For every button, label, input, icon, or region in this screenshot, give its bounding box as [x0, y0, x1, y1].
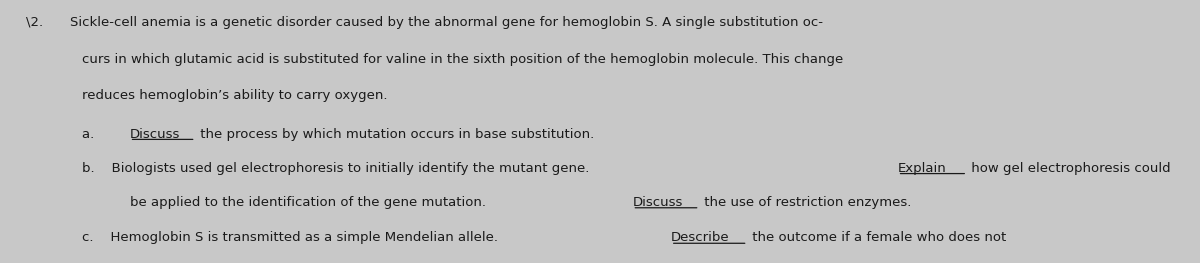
- Text: Describe: Describe: [671, 231, 730, 244]
- Text: Discuss: Discuss: [130, 128, 180, 140]
- Text: Sickle-cell anemia is a genetic disorder caused by the abnormal gene for hemoglo: Sickle-cell anemia is a genetic disorder…: [70, 16, 823, 29]
- Text: the process by which mutation occurs in base substitution.: the process by which mutation occurs in …: [196, 128, 594, 140]
- Text: be applied to the identification of the gene mutation.: be applied to the identification of the …: [130, 196, 490, 209]
- Text: b.    Biologists used gel electrophoresis to initially identify the mutant gene.: b. Biologists used gel electrophoresis t…: [82, 162, 593, 175]
- Text: how gel electrophoresis could: how gel electrophoresis could: [967, 162, 1171, 175]
- Text: a.: a.: [82, 128, 110, 140]
- Text: Explain: Explain: [898, 162, 947, 175]
- Text: c.    Hemoglobin S is transmitted as a simple Mendelian allele.: c. Hemoglobin S is transmitted as a simp…: [82, 231, 502, 244]
- Text: the outcome if a female who does not: the outcome if a female who does not: [748, 231, 1006, 244]
- Text: Discuss: Discuss: [632, 196, 683, 209]
- Text: \2.: \2.: [26, 16, 43, 29]
- Text: curs in which glutamic acid is substituted for valine in the sixth position of t: curs in which glutamic acid is substitut…: [82, 53, 842, 65]
- Text: reduces hemoglobin’s ability to carry oxygen.: reduces hemoglobin’s ability to carry ox…: [82, 89, 388, 102]
- Text: the use of restriction enzymes.: the use of restriction enzymes.: [700, 196, 911, 209]
